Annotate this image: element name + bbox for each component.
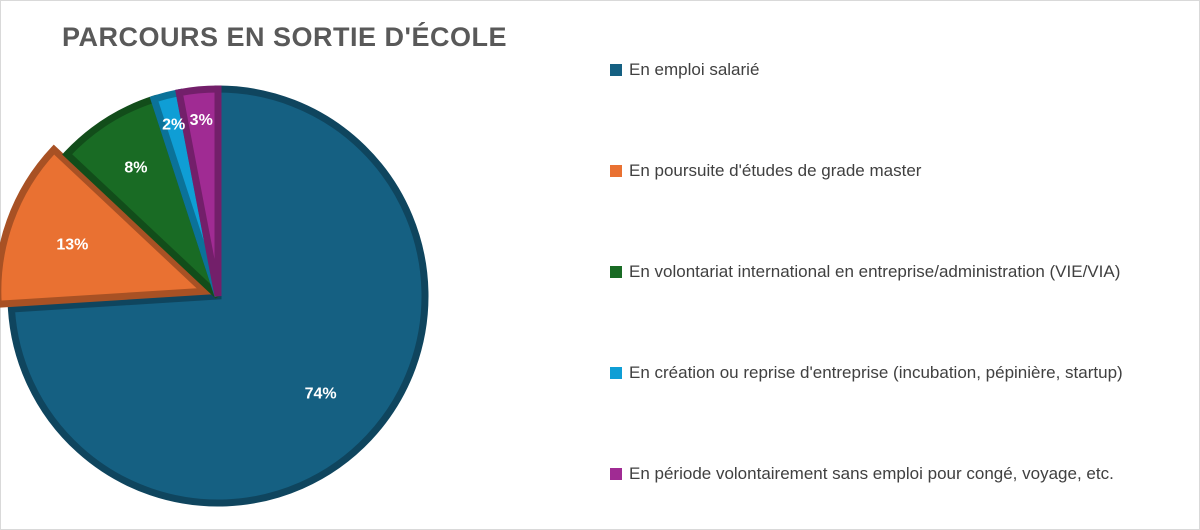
legend-label: En volontariat international en entrepri… xyxy=(629,262,1121,281)
legend-item-en-creation-ou-reprise-d-entreprise-incu: En création ou reprise d'entreprise (inc… xyxy=(610,363,1123,383)
legend-label: En emploi salarié xyxy=(629,60,760,79)
legend-label: En période volontairement sans emploi po… xyxy=(629,464,1114,483)
legend-item-en-periode-volontairement-sans-emploi-po: En période volontairement sans emploi po… xyxy=(610,464,1114,484)
data-label-en-volontariat-international-en-entrepri: 8% xyxy=(124,160,147,177)
legend-item-en-emploi-salarie: En emploi salarié xyxy=(610,60,759,80)
pie-slice-en-poursuite-d-etudes-de-grade-master xyxy=(0,144,214,308)
legend-label: En création ou reprise d'entreprise (inc… xyxy=(629,363,1123,382)
legend-swatch xyxy=(610,266,622,278)
legend-swatch xyxy=(610,64,622,76)
data-label-en-periode-volontairement-sans-emploi-po: 3% xyxy=(190,112,213,129)
legend-swatch xyxy=(610,165,622,177)
data-label-en-emploi-salarie: 74% xyxy=(305,385,337,402)
pie-slice-en-periode-volontairement-sans-emploi-po xyxy=(175,85,222,297)
legend-swatch xyxy=(610,367,622,379)
legend-item-en-volontariat-international-en-entrepri: En volontariat international en entrepri… xyxy=(610,262,1120,282)
data-label-en-creation-ou-reprise-d-entreprise-incu: 2% xyxy=(162,117,185,134)
data-label-en-poursuite-d-etudes-de-grade-master: 13% xyxy=(56,237,88,254)
legend-swatch xyxy=(610,468,622,480)
legend-item-en-poursuite-d-etudes-de-grade-master: En poursuite d'études de grade master xyxy=(610,161,921,181)
legend-label: En poursuite d'études de grade master xyxy=(629,161,922,180)
pie-chart: 74% 13% 8% 2% 3% xyxy=(0,85,429,507)
chart-title: PARCOURS EN SORTIE D'ÉCOLE xyxy=(62,22,507,52)
